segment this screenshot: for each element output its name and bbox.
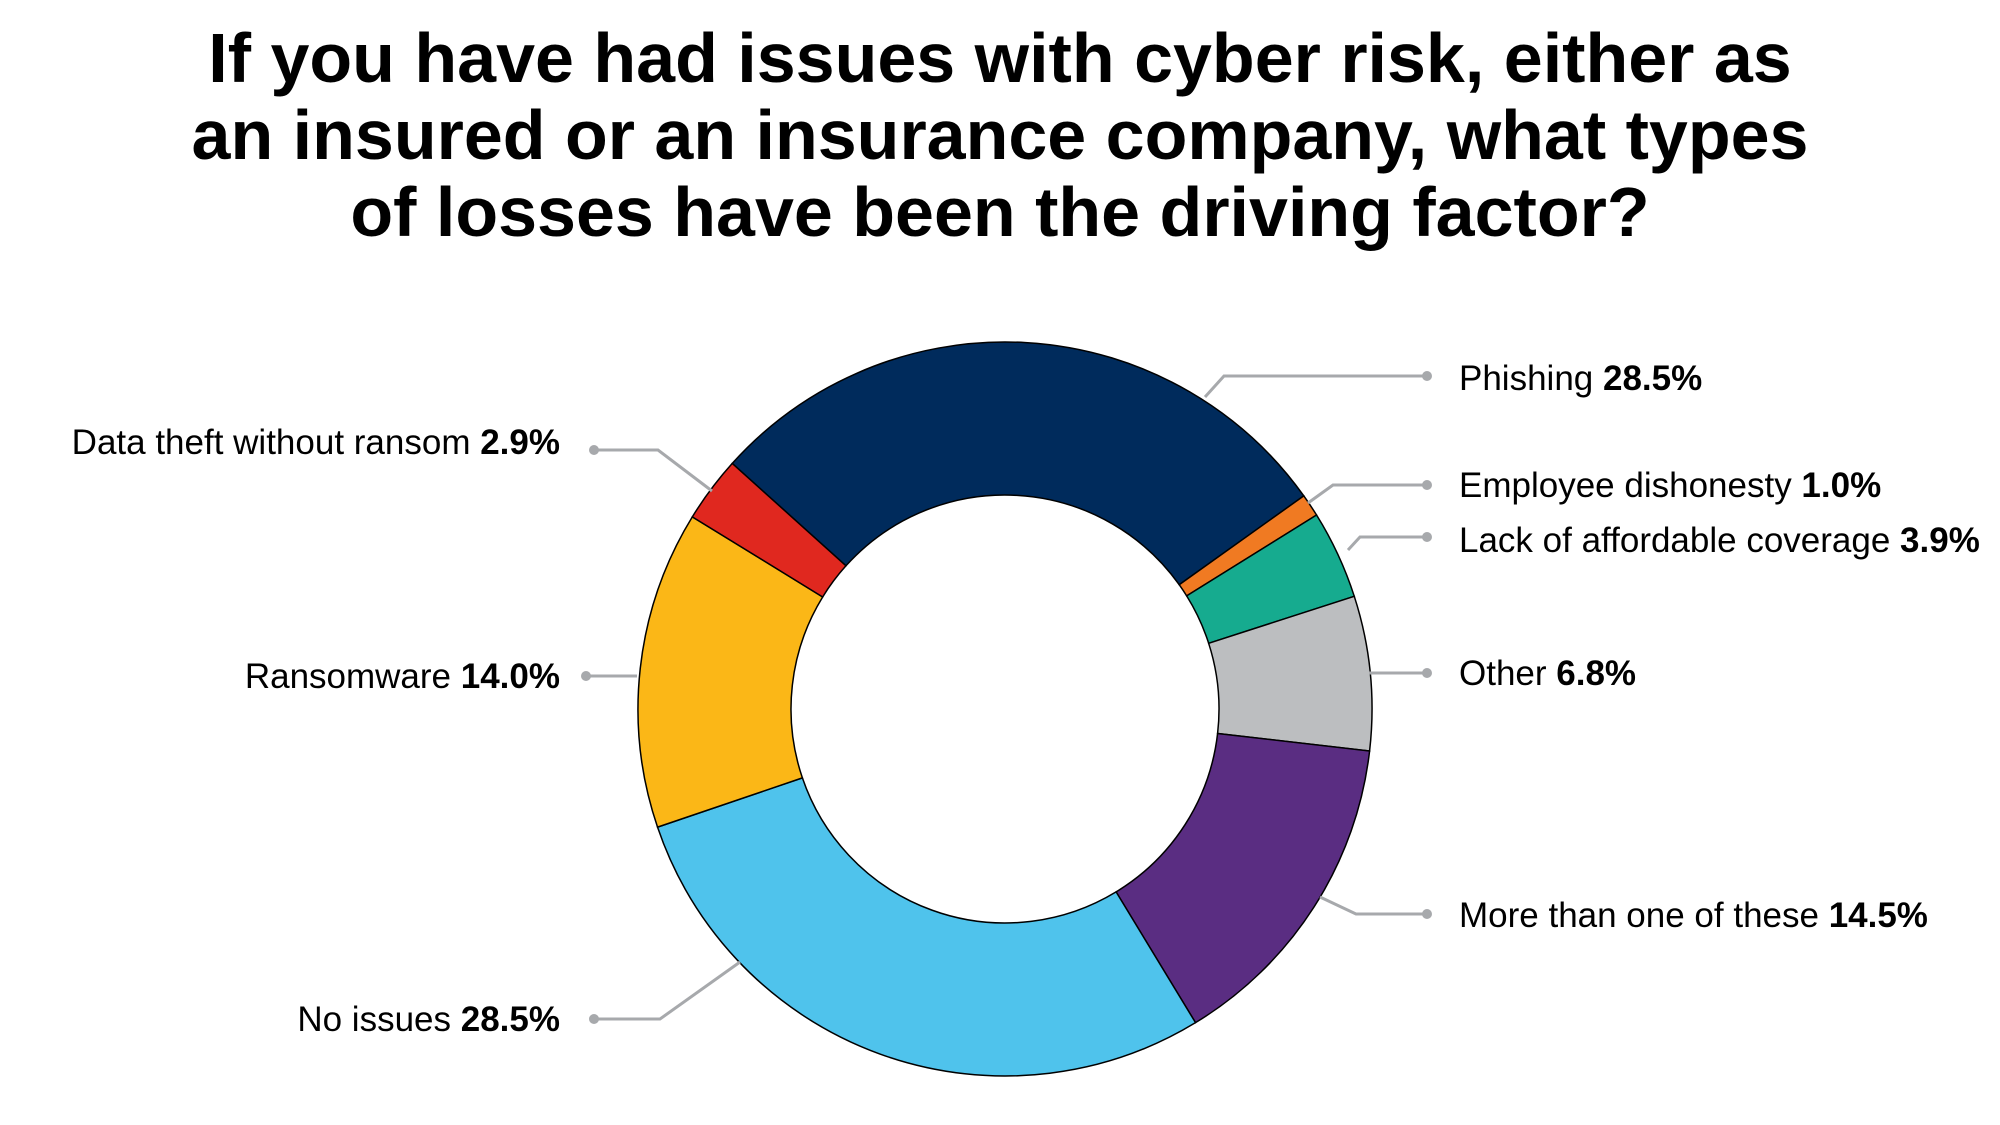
label-value: 28.5% [1603, 359, 1702, 398]
leader-dot-no-issues [589, 1014, 599, 1024]
data-label-employee-dishonesty: Employee dishonesty 1.0% [1459, 466, 1881, 505]
chart-title: If you have had issues with cyber risk, … [192, 19, 1809, 251]
label-name: Phishing [1459, 359, 1603, 398]
label-name: Employee dishonesty [1459, 466, 1801, 505]
leader-dot-data-theft-without-ransom [589, 445, 599, 455]
label-value: 3.9% [1900, 521, 1980, 560]
label-name: No issues [297, 1000, 460, 1039]
label-name: More than one of these [1459, 896, 1829, 935]
leader-dot-employee-dishonesty [1422, 480, 1432, 490]
slice-more-than-one-of-these [1115, 732, 1371, 1024]
label-value: 14.0% [461, 657, 560, 696]
label-name: Data theft without ransom [72, 423, 481, 462]
slice-ransomware [637, 515, 824, 829]
data-label-no-issues: No issues 28.5% [297, 1000, 560, 1039]
data-label-more-than-one-of-these: More than one of these 14.5% [1459, 896, 1928, 935]
leader-line-lack-of-affordable-coverage [1346, 535, 1427, 552]
title-line-1: If you have had issues with cyber risk, … [208, 19, 1791, 97]
data-label-phishing: Phishing 28.5% [1459, 359, 1702, 398]
data-label-ransomware: Ransomware 14.0% [245, 657, 560, 696]
title-line-2: an insured or an insurance company, what… [192, 96, 1809, 174]
data-label-lack-of-affordable-coverage: Lack of affordable coverage 3.9% [1459, 521, 1980, 560]
data-label-data-theft-without-ransom: Data theft without ransom 2.9% [72, 423, 560, 462]
leader-line-phishing [1203, 374, 1427, 399]
leader-dot-lack-of-affordable-coverage [1422, 532, 1432, 542]
label-name: Other [1459, 654, 1556, 693]
leader-line-no-issues [594, 960, 741, 1021]
leader-line-data-theft-without-ransom [594, 448, 713, 493]
leader-dot-other [1422, 668, 1432, 678]
leader-line-employee-dishonesty [1307, 483, 1427, 505]
leader-dot-ransomware [581, 671, 591, 681]
donut-slices [637, 341, 1373, 1077]
leader-dot-more-than-one-of-these [1422, 909, 1432, 919]
slice-data-theft-without-ransom [691, 462, 848, 598]
title-line-3: of losses have been the driving factor? [350, 173, 1649, 251]
slice-labels: Phishing 28.5% Employee dishonesty 1.0% La… [72, 359, 1980, 1039]
label-value: 28.5% [461, 1000, 560, 1039]
label-name: Lack of affordable coverage [1459, 521, 1900, 560]
slice-phishing [731, 341, 1305, 586]
slice-no-issues [656, 776, 1197, 1077]
leader-dot-phishing [1422, 371, 1432, 381]
data-label-other: Other 6.8% [1459, 654, 1636, 693]
label-value: 1.0% [1801, 466, 1881, 505]
label-name: Ransomware [245, 657, 461, 696]
label-value: 6.8% [1556, 654, 1636, 693]
label-value: 2.9% [480, 423, 560, 462]
label-value: 14.5% [1829, 896, 1928, 935]
leader-line-more-than-one-of-these [1319, 895, 1427, 916]
